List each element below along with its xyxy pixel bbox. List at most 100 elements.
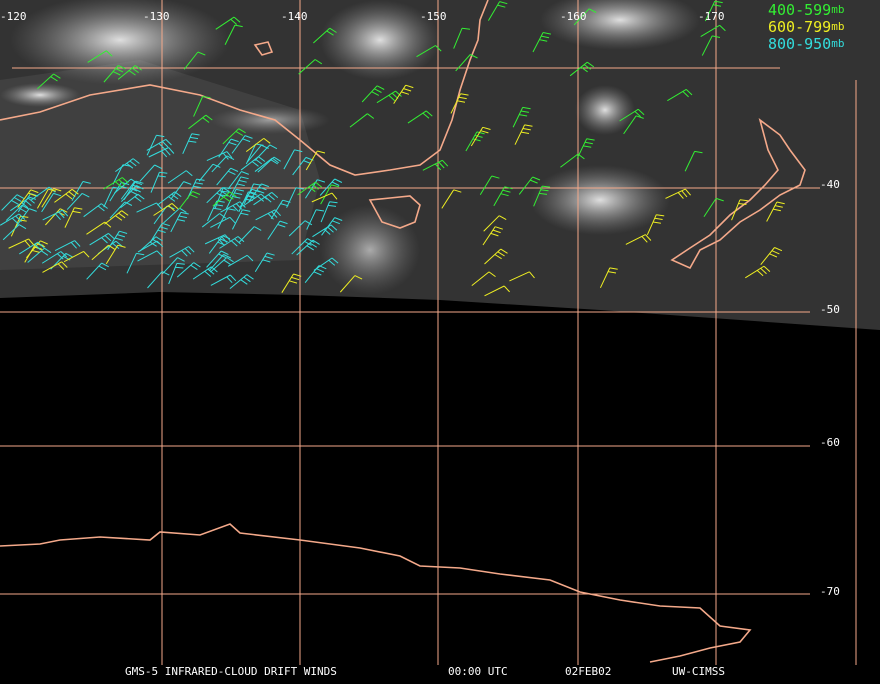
latitude-labels: -40 -50 -60 -70	[820, 178, 840, 598]
lon-label: -150	[420, 10, 447, 23]
legend-unit: mb	[831, 37, 844, 50]
wind-barb	[208, 235, 231, 254]
wind-barb	[10, 197, 35, 212]
wind-barb	[701, 35, 721, 56]
lon-label: -130	[143, 10, 170, 23]
wind-barb	[117, 65, 142, 80]
wind-barb	[229, 176, 249, 197]
wind-barb	[27, 247, 52, 263]
wind-barb	[313, 27, 337, 44]
wind-barb	[306, 209, 325, 230]
wind-barb	[169, 246, 195, 258]
wind-barb	[2, 224, 27, 241]
wind-barb	[41, 188, 62, 208]
wind-barb	[246, 144, 269, 163]
wind-barb	[91, 244, 116, 261]
wind-barb	[625, 234, 652, 245]
wind-barb	[297, 181, 323, 196]
wind-barb	[8, 238, 35, 249]
wind-barb	[286, 187, 304, 208]
wind-barb	[255, 209, 281, 221]
wind-barb	[86, 262, 109, 280]
wind-barb	[163, 207, 187, 224]
wind-barb	[41, 192, 62, 213]
wind-barb	[512, 106, 531, 128]
wind-barb	[376, 90, 402, 104]
wind-barb	[103, 65, 126, 83]
wind-barb	[212, 191, 237, 207]
wind-barb	[0, 213, 26, 226]
wind-barb	[704, 0, 723, 22]
wind-barb	[298, 59, 323, 75]
wind-barb	[576, 138, 595, 159]
legend-range: 800-950	[768, 35, 831, 53]
wind-barb	[219, 236, 245, 249]
wind-barb	[422, 159, 449, 171]
wind-barb	[487, 1, 508, 21]
wind-barb	[54, 188, 79, 203]
wind-barb	[42, 209, 69, 221]
wind-barb	[238, 191, 257, 212]
wind-barb	[533, 185, 551, 207]
longitude-labels: -120 -130 -140 -150 -160 -170	[0, 10, 725, 23]
wind-barb	[321, 217, 343, 236]
wind-barb	[455, 54, 478, 72]
lon-label: -120	[0, 10, 27, 23]
wind-barb	[483, 215, 507, 232]
wind-barb	[220, 201, 246, 213]
wind-barb	[599, 267, 618, 289]
wind-barb	[87, 50, 113, 63]
wind-barb	[211, 155, 235, 173]
wind-barb	[484, 248, 508, 265]
wind-barb	[63, 250, 90, 263]
wind-barb	[281, 273, 302, 293]
wind-barb	[36, 73, 61, 90]
wind-barb	[176, 262, 201, 278]
legend-range: 600-799	[768, 18, 831, 36]
wind-barbs	[0, 0, 785, 297]
wind-barb	[254, 252, 275, 273]
lon-label: -160	[560, 10, 587, 23]
wind-barb	[183, 51, 206, 70]
wind-barb	[760, 247, 783, 266]
coastlines	[0, 0, 806, 663]
wind-barb	[283, 149, 303, 170]
wind-barb	[222, 128, 246, 145]
wind-barb	[700, 24, 726, 38]
wind-barb	[623, 115, 644, 135]
wind-barb	[416, 45, 442, 58]
wind-barb	[103, 177, 129, 190]
wind-barb	[573, 8, 597, 26]
wind-barb	[17, 189, 39, 208]
wind-barb	[104, 210, 129, 225]
wind-barb	[257, 156, 281, 173]
wind-barb	[703, 197, 724, 218]
wind-barb	[509, 271, 535, 282]
wind-barb	[26, 240, 48, 259]
wind-barb	[216, 167, 239, 186]
wind-barb	[225, 188, 245, 210]
wind-barb	[153, 202, 179, 216]
wind-barb	[121, 185, 144, 203]
footer: GMS-5 INFRARED-CLOUD DRIFT WINDS 00:00 U…	[125, 665, 725, 678]
wind-barb	[208, 254, 232, 272]
wind-barb	[240, 156, 266, 171]
wind-barb	[54, 240, 81, 252]
wind-barb	[126, 252, 145, 274]
wind-barb	[107, 230, 128, 251]
wind-barb	[320, 201, 338, 223]
lat-label: -70	[820, 585, 840, 598]
wind-barb	[210, 216, 236, 228]
wind-barb	[36, 188, 57, 209]
wind-barb	[731, 199, 748, 221]
wind-barb	[665, 188, 691, 199]
wind-barb	[267, 220, 288, 240]
wind-barb	[667, 88, 693, 102]
wind-barb	[83, 203, 108, 218]
wind-barb	[105, 244, 126, 265]
wind-barb	[1, 194, 25, 211]
wind-barb	[532, 32, 552, 53]
wind-barb	[207, 200, 225, 222]
wind-barb	[112, 164, 131, 185]
